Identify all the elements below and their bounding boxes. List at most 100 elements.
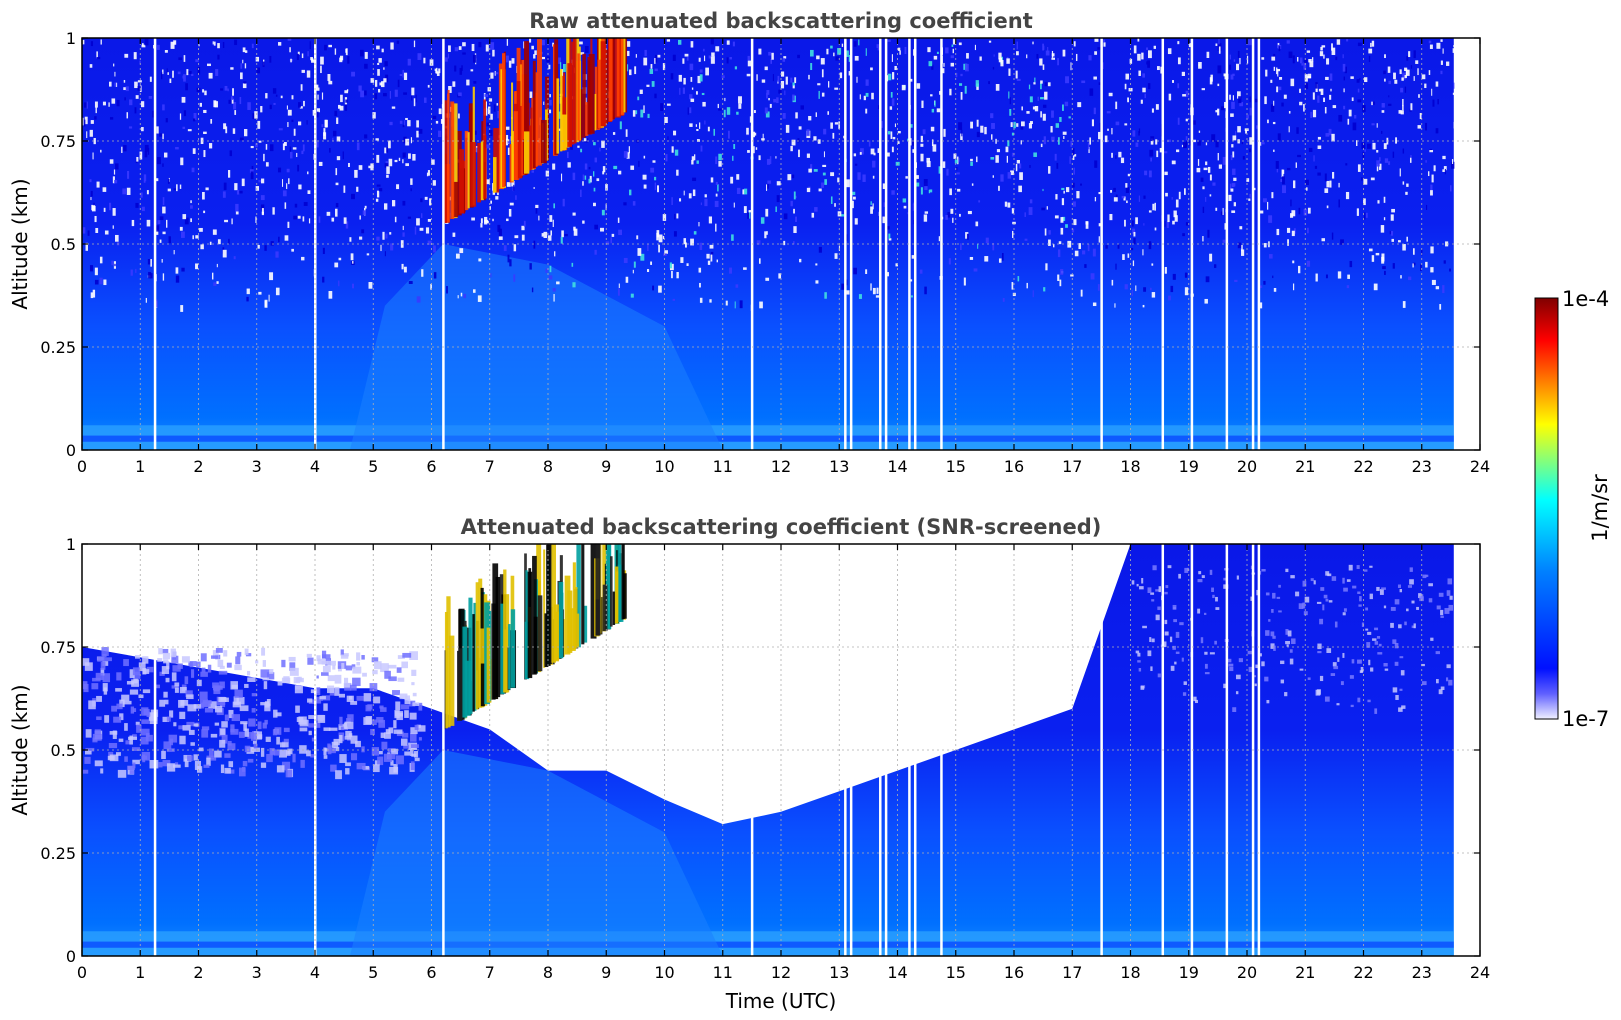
screened-pixel	[397, 677, 405, 682]
noise-pixel	[1000, 59, 1004, 67]
noise-pixel	[1211, 134, 1216, 142]
noise-pixel	[618, 283, 620, 288]
noise-pixel	[548, 235, 552, 241]
noise-pixel	[513, 184, 515, 191]
noise-pixel	[912, 149, 915, 153]
noise-pixel	[824, 292, 827, 299]
screened-pixel	[270, 749, 276, 756]
screened-pixel	[339, 735, 343, 744]
noise-pixel	[1125, 183, 1128, 188]
noise-pixel	[1415, 60, 1419, 64]
noise-pixel	[1425, 160, 1427, 163]
noise-pixel	[1132, 220, 1134, 227]
noise-pixel	[690, 98, 695, 102]
noise-pixel	[1342, 54, 1344, 59]
noise-pixel	[928, 61, 933, 67]
screened-pixel	[394, 710, 400, 719]
noise-pixel	[1107, 128, 1109, 131]
noise-pixel	[1425, 261, 1428, 268]
screened-pixel	[385, 729, 391, 734]
noise-pixel	[126, 112, 129, 119]
noise-pixel	[1206, 51, 1210, 59]
cloud-pixel	[532, 555, 537, 675]
screened-pixel	[350, 753, 358, 761]
screened-pixel	[1398, 624, 1402, 629]
noise-pixel	[209, 241, 212, 245]
noise-pixel	[1241, 249, 1245, 256]
noise-pixel	[1051, 57, 1056, 60]
noise-pixel	[318, 161, 323, 166]
noise-pixel	[808, 74, 810, 80]
noise-pixel	[549, 99, 552, 106]
noise-pixel	[1229, 183, 1232, 190]
noise-pixel	[1184, 287, 1189, 296]
noise-pixel	[580, 52, 585, 55]
screened-pixel	[253, 743, 258, 749]
noise-pixel	[1124, 219, 1126, 227]
noise-pixel	[162, 231, 166, 235]
cloud-pixel	[537, 39, 542, 166]
noise-pixel	[691, 159, 694, 165]
noise-pixel	[928, 189, 931, 194]
screened-pixel	[1394, 599, 1400, 605]
screened-pixel	[157, 658, 163, 662]
noise-pixel	[1343, 76, 1345, 81]
noise-pixel	[1280, 178, 1284, 182]
x-tick-label: 0	[77, 457, 87, 476]
noise-pixel	[240, 63, 243, 69]
noise-pixel	[203, 150, 206, 158]
noise-pixel	[1249, 148, 1252, 153]
noise-pixel	[1215, 43, 1218, 46]
noise-pixel	[128, 126, 133, 129]
cloud-pixel	[602, 584, 608, 632]
noise-pixel	[846, 234, 848, 242]
noise-pixel	[368, 165, 371, 169]
noise-pixel	[1149, 149, 1154, 157]
screened-pixel	[1378, 643, 1382, 647]
x-tick-label: 24	[1470, 963, 1490, 982]
screened-pixel	[244, 745, 251, 753]
noise-pixel	[605, 184, 608, 191]
screened-pixel	[166, 716, 171, 722]
screened-pixel	[244, 728, 249, 737]
noise-pixel	[1028, 123, 1033, 129]
noise-pixel	[1177, 41, 1180, 45]
noise-pixel	[246, 296, 249, 302]
noise-pixel	[617, 288, 620, 296]
noise-pixel	[964, 63, 969, 72]
screened-pixel	[94, 729, 101, 735]
noise-pixel	[275, 94, 278, 97]
screened-pixel	[418, 702, 423, 711]
noise-pixel	[394, 159, 398, 163]
noise-pixel	[345, 48, 348, 56]
noise-pixel	[785, 124, 790, 133]
noise-pixel	[129, 99, 133, 106]
noise-pixel	[1368, 55, 1371, 62]
noise-pixel	[1288, 111, 1291, 114]
noise-pixel	[888, 73, 892, 81]
screened-pixel	[191, 669, 195, 678]
noise-pixel	[1061, 216, 1066, 221]
screened-pixel	[1359, 596, 1362, 602]
noise-pixel	[140, 192, 143, 198]
screened-pixel	[1198, 571, 1202, 575]
screened-pixel	[1265, 630, 1270, 636]
cloud-pixel	[470, 142, 477, 207]
screened-pixel	[1370, 667, 1374, 672]
noise-pixel	[1241, 141, 1244, 145]
screened-pixel	[1299, 668, 1304, 671]
noise-pixel	[1223, 73, 1227, 77]
noise-pixel	[1233, 177, 1237, 181]
screened-pixel	[288, 656, 296, 662]
noise-pixel	[1425, 122, 1428, 131]
noise-pixel	[93, 202, 95, 206]
noise-pixel	[195, 235, 199, 239]
noise-pixel	[755, 147, 758, 150]
noise-pixel	[165, 118, 168, 123]
screened-pixel	[352, 666, 362, 674]
noise-pixel	[293, 215, 298, 220]
noise-pixel	[950, 62, 955, 67]
noise-pixel	[1044, 91, 1048, 100]
noise-pixel	[810, 164, 813, 172]
noise-pixel	[998, 185, 1000, 191]
